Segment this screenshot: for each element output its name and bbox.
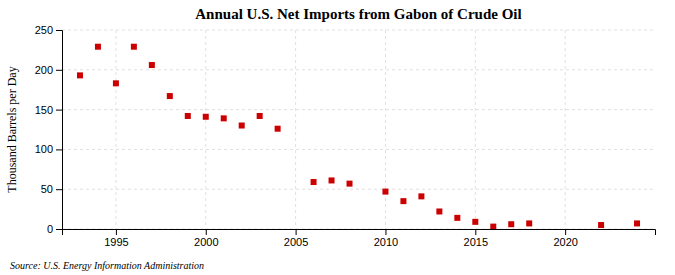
grid-line-x	[295, 30, 296, 229]
y-axis-tick: 150	[35, 104, 62, 116]
points	[77, 44, 640, 229]
point	[526, 220, 532, 226]
y-axis-tick: 200	[35, 64, 62, 76]
y-axis-tick-label: 250	[35, 24, 53, 36]
point	[400, 198, 406, 204]
point	[131, 44, 137, 50]
chart-svg: 1995 2000 2005 2010 2015 2020 0 50 100 150 200 250 A…	[0, 0, 675, 275]
point	[257, 113, 263, 119]
point	[472, 219, 478, 225]
x-axis-tick-mark	[116, 229, 117, 235]
y-axis-title: Thousand Barrels per Day	[5, 66, 19, 192]
point	[167, 93, 173, 99]
y-axis-tick: 100	[35, 143, 62, 155]
y-axis-tick-label: 50	[41, 183, 53, 195]
source-note: Source: U.S. Energy Information Administ…	[10, 260, 204, 271]
y-axis-tick-mark	[56, 70, 62, 71]
x-axis: 1995 2000 2005 2010 2015 2020	[63, 229, 656, 248]
x-axis-tick: 2000	[194, 229, 218, 248]
x-axis-tick-label: 2015	[464, 236, 488, 248]
point	[113, 80, 119, 86]
x-axis-tick-label: 2010	[374, 236, 398, 248]
point	[77, 72, 83, 78]
x-axis-tick-label: 2005	[284, 236, 308, 248]
grid-line-x	[565, 30, 566, 229]
y-axis-tick: 0	[47, 223, 62, 235]
point	[95, 44, 101, 50]
y-axis-tick-mark	[56, 189, 62, 190]
point	[329, 177, 335, 183]
x-axis-tick: 2010	[374, 229, 398, 248]
point	[347, 181, 353, 187]
plot-area: 1995 2000 2005 2010 2015 2020 0 50 100 150 200 250	[35, 24, 656, 248]
y-axis-tick-label: 0	[47, 223, 53, 235]
y-axis-tick-label: 200	[35, 64, 53, 76]
y-axis-tick-label: 100	[35, 143, 53, 155]
point	[221, 115, 227, 121]
grid-line-y	[62, 69, 655, 70]
point	[149, 62, 155, 68]
x-axis-tick-mark	[296, 229, 297, 235]
point	[454, 215, 460, 221]
x-axis-tick-mark	[565, 229, 566, 235]
x-axis-tick-label: 2000	[194, 236, 218, 248]
point	[185, 113, 191, 119]
y-axis-tick-label: 150	[35, 104, 53, 116]
x-axis-tick: 1995	[104, 229, 128, 248]
grid	[62, 30, 655, 229]
grid-line-x	[475, 30, 476, 229]
grid-line-y	[62, 109, 655, 110]
chart-title: Annual U.S. Net Imports from Gabon of Cr…	[195, 6, 521, 22]
y-axis-tick-mark	[56, 110, 62, 111]
y-axis-tick: 50	[41, 183, 62, 195]
point	[382, 189, 388, 195]
point	[436, 208, 442, 214]
point	[239, 123, 245, 129]
grid-line-x	[205, 30, 206, 229]
x-axis-tick-mark	[385, 229, 386, 235]
y-axis-line	[56, 31, 63, 230]
x-axis-tick-mark	[206, 229, 207, 235]
point	[203, 114, 209, 120]
point	[598, 222, 604, 228]
point	[418, 193, 424, 199]
chart-container: 1995 2000 2005 2010 2015 2020 0 50 100 150 200 250 A…	[0, 0, 675, 275]
grid-line-y	[62, 189, 655, 190]
point	[634, 220, 640, 226]
x-axis-tick-label: 1995	[104, 236, 128, 248]
x-axis-tick-label: 2020	[553, 236, 577, 248]
grid-line-x	[385, 30, 386, 229]
grid-line-x	[115, 30, 116, 229]
x-axis-tick: 2005	[284, 229, 308, 248]
x-axis-tick: 2015	[464, 229, 488, 248]
y-axis-tick-mark	[56, 30, 62, 31]
point	[275, 126, 281, 132]
x-axis-line	[63, 230, 656, 236]
y-axis: 0 50 100 150 200 250	[35, 24, 63, 235]
y-axis-tick: 250	[35, 24, 62, 36]
x-axis-tick: 2020	[553, 229, 577, 248]
x-axis-tick-mark	[475, 229, 476, 235]
grid-line-y	[62, 30, 655, 31]
point	[508, 221, 514, 227]
grid-line-y	[62, 149, 655, 150]
point	[311, 179, 317, 185]
y-axis-tick-mark	[56, 229, 62, 230]
point	[490, 224, 496, 229]
y-axis-tick-mark	[56, 149, 62, 150]
